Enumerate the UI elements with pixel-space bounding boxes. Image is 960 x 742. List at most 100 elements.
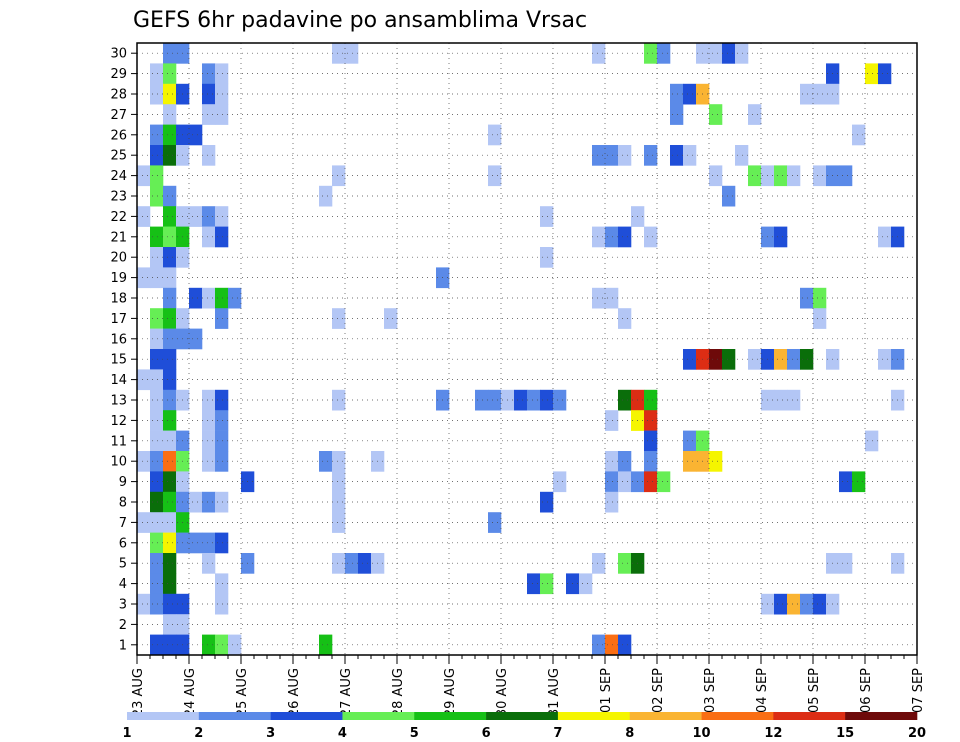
cell-m30-t44 — [709, 43, 723, 64]
cell-m28-t52 — [813, 83, 827, 105]
cell-m8-t5 — [202, 491, 216, 513]
colorbar-label-8: 8 — [625, 726, 634, 741]
cell-m4-t6 — [215, 573, 229, 595]
cell-m11-t6 — [215, 430, 229, 452]
cell-m25-t5 — [202, 145, 216, 166]
cell-m12-t1 — [150, 410, 164, 431]
cell-m22-t5 — [202, 206, 216, 227]
cell-m5-t15 — [332, 553, 346, 574]
cell-m13-t49 — [774, 389, 788, 411]
cell-m27-t5 — [202, 104, 216, 125]
cell-m13-t29 — [514, 389, 528, 411]
cell-m9-t32 — [553, 471, 567, 493]
cell-m15-t45 — [722, 349, 736, 370]
cell-m8-t4 — [189, 491, 203, 513]
x-tick-label-2: 25 AUG — [235, 668, 250, 717]
cell-m1-t5 — [202, 634, 216, 656]
y-tick-label-21: 21 — [110, 230, 127, 245]
cell-m7-t27 — [488, 512, 502, 533]
cell-m28-t1 — [150, 83, 164, 105]
cell-m6-t6 — [215, 532, 229, 554]
heatmap-cells — [137, 43, 905, 656]
cell-m25-t1 — [150, 145, 164, 166]
cell-m30-t40 — [657, 43, 671, 64]
colorbar-swatch-3 — [342, 712, 415, 720]
colorbar-swatch-5 — [486, 712, 559, 720]
cell-m3-t6 — [215, 593, 229, 615]
cell-m29-t1 — [150, 63, 164, 85]
colorbar-label-15: 15 — [836, 726, 854, 741]
cell-m16-t2 — [163, 328, 177, 350]
cell-m13-t26 — [475, 389, 489, 411]
cell-m21-t49 — [774, 226, 788, 248]
cell-m10-t39 — [644, 451, 658, 472]
cell-m11-t2 — [163, 430, 177, 452]
cell-m28-t6 — [215, 83, 229, 105]
y-tick-label-14: 14 — [110, 373, 127, 388]
cell-m7-t15 — [332, 512, 346, 533]
cell-m25-t42 — [683, 145, 697, 166]
cell-m13-t30 — [527, 389, 541, 411]
cell-m22-t6 — [215, 206, 229, 227]
cell-m13-t50 — [787, 389, 801, 411]
cell-m13-t2 — [163, 389, 177, 411]
cell-m18-t5 — [202, 287, 216, 309]
cell-m4-t34 — [579, 573, 593, 595]
y-tick-label-18: 18 — [110, 292, 127, 307]
cell-m7-t2 — [163, 512, 177, 533]
cell-m11-t5 — [202, 430, 216, 452]
cell-m21-t39 — [644, 226, 658, 248]
y-tick-label-30: 30 — [110, 47, 127, 62]
cell-m2-t2 — [163, 614, 177, 635]
y-tick-label-27: 27 — [110, 108, 127, 123]
y-tick-label-25: 25 — [110, 149, 127, 164]
cell-m3-t52 — [813, 593, 827, 615]
cell-m26-t2 — [163, 124, 177, 146]
cell-m14-t1 — [150, 369, 164, 391]
y-tick-label-13: 13 — [110, 394, 127, 409]
cell-m26-t1 — [150, 124, 164, 146]
cell-m15-t2 — [163, 349, 177, 370]
cell-m21-t36 — [605, 226, 619, 248]
y-tick-label-2: 2 — [119, 618, 127, 633]
x-tick-label-14: 06 SEP — [859, 668, 874, 713]
cell-m10-t0 — [137, 451, 151, 472]
cell-m18-t4 — [189, 287, 203, 309]
cell-m30-t35 — [592, 43, 606, 64]
y-tick-label-26: 26 — [110, 128, 127, 143]
colorbar-label-4: 4 — [338, 726, 347, 741]
cell-m25-t2 — [163, 145, 177, 166]
colorbar-label-10: 10 — [693, 726, 711, 741]
y-tick-label-17: 17 — [110, 312, 127, 327]
cell-m17-t1 — [150, 308, 164, 329]
cell-m24-t44 — [709, 165, 723, 187]
cell-m13-t31 — [540, 389, 554, 411]
cell-m10-t14 — [319, 451, 333, 472]
x-tick-label-13: 05 SEP — [807, 668, 822, 713]
colorbar-label-2: 2 — [194, 726, 203, 741]
cell-m25-t39 — [644, 145, 658, 166]
cell-m15-t42 — [683, 349, 697, 370]
cell-m1-t35 — [592, 634, 606, 656]
cell-m16-t1 — [150, 328, 164, 350]
cell-m24-t52 — [813, 165, 827, 187]
y-tick-label-24: 24 — [110, 169, 127, 184]
colorbar-swatch-7 — [629, 712, 702, 720]
cell-m1-t1 — [150, 634, 164, 656]
cell-m13-t39 — [644, 389, 658, 411]
x-tick-label-1: 24 AUG — [183, 668, 198, 717]
cell-m21-t57 — [878, 226, 892, 248]
cell-m15-t50 — [787, 349, 801, 370]
cell-m4-t2 — [163, 573, 177, 595]
cell-m22-t0 — [137, 206, 151, 227]
cell-m15-t1 — [150, 349, 164, 370]
cell-m3-t1 — [150, 593, 164, 615]
cell-m1-t7 — [228, 634, 242, 656]
colorbar-label-20: 20 — [908, 726, 926, 741]
cell-m18-t52 — [813, 287, 827, 309]
chart-title: GEFS 6hr padavine po ansamblima Vrsac — [133, 8, 587, 33]
cell-m8-t6 — [215, 491, 229, 513]
cell-m24-t54 — [839, 165, 853, 187]
cell-m18-t51 — [800, 287, 814, 309]
y-tick-label-29: 29 — [110, 67, 127, 82]
